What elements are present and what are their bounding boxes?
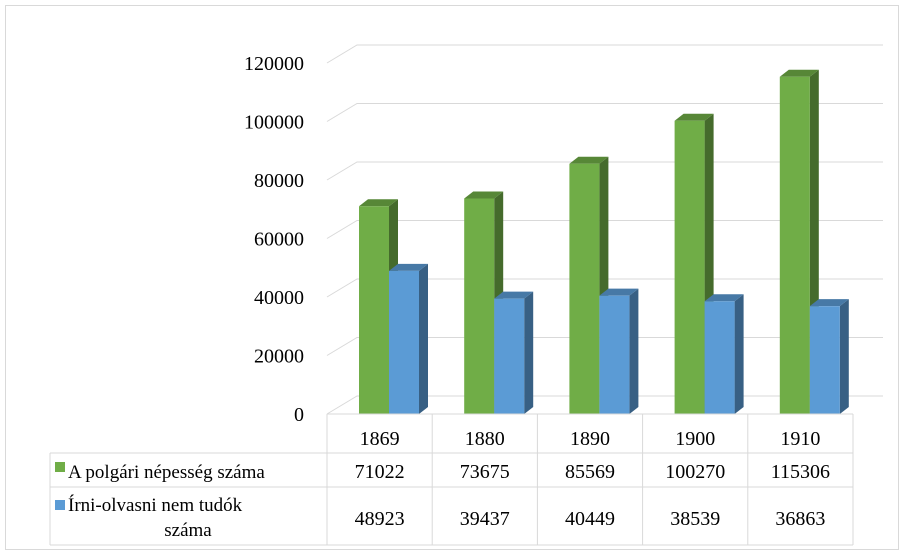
y-tick-label: 100000 [244,112,304,134]
y-tick-label: 40000 [254,287,304,309]
bar [599,288,639,414]
data-label: 36863 [775,508,825,530]
data-label: 38539 [670,508,720,530]
legend-key [55,462,65,472]
category-label: 1900 [675,428,715,450]
category-label: 1890 [570,428,610,450]
category-label: 1910 [780,428,820,450]
data-table: 1869 1880 1890 1900 1910 A polgári népesség s… [49,413,854,546]
gridline [326,44,883,64]
data-label: 85569 [565,461,615,483]
category-label: 1869 [360,428,400,450]
bar [704,294,744,414]
y-tick-label: 80000 [254,170,304,192]
bar [464,191,504,414]
data-label: 48923 [355,508,405,530]
data-label: 71022 [355,461,405,483]
y-tick-label: 120000 [244,53,304,75]
bars [359,69,849,414]
category-label: 1880 [465,428,505,450]
y-tick-label: 60000 [254,229,304,251]
data-label: 115306 [771,461,830,483]
legend-label: A polgári népesség száma [68,462,265,483]
bar [809,299,849,414]
data-label: 73675 [460,461,510,483]
bar [389,263,428,414]
data-label: 40449 [565,508,615,530]
y-axis-ticks: 0 20000 40000 60000 80000 100000 120000 [244,53,304,426]
gridline [326,103,883,122]
legend-key [55,500,65,510]
y-tick-label: 0 [294,404,304,426]
y-tick-label: 20000 [254,346,304,368]
legend-label: Írni-olvasni nem tudók száma [68,494,243,541]
chart-frame [5,5,899,550]
bar [494,291,534,414]
data-label: 39437 [460,508,510,530]
data-label: 100270 [665,461,725,483]
